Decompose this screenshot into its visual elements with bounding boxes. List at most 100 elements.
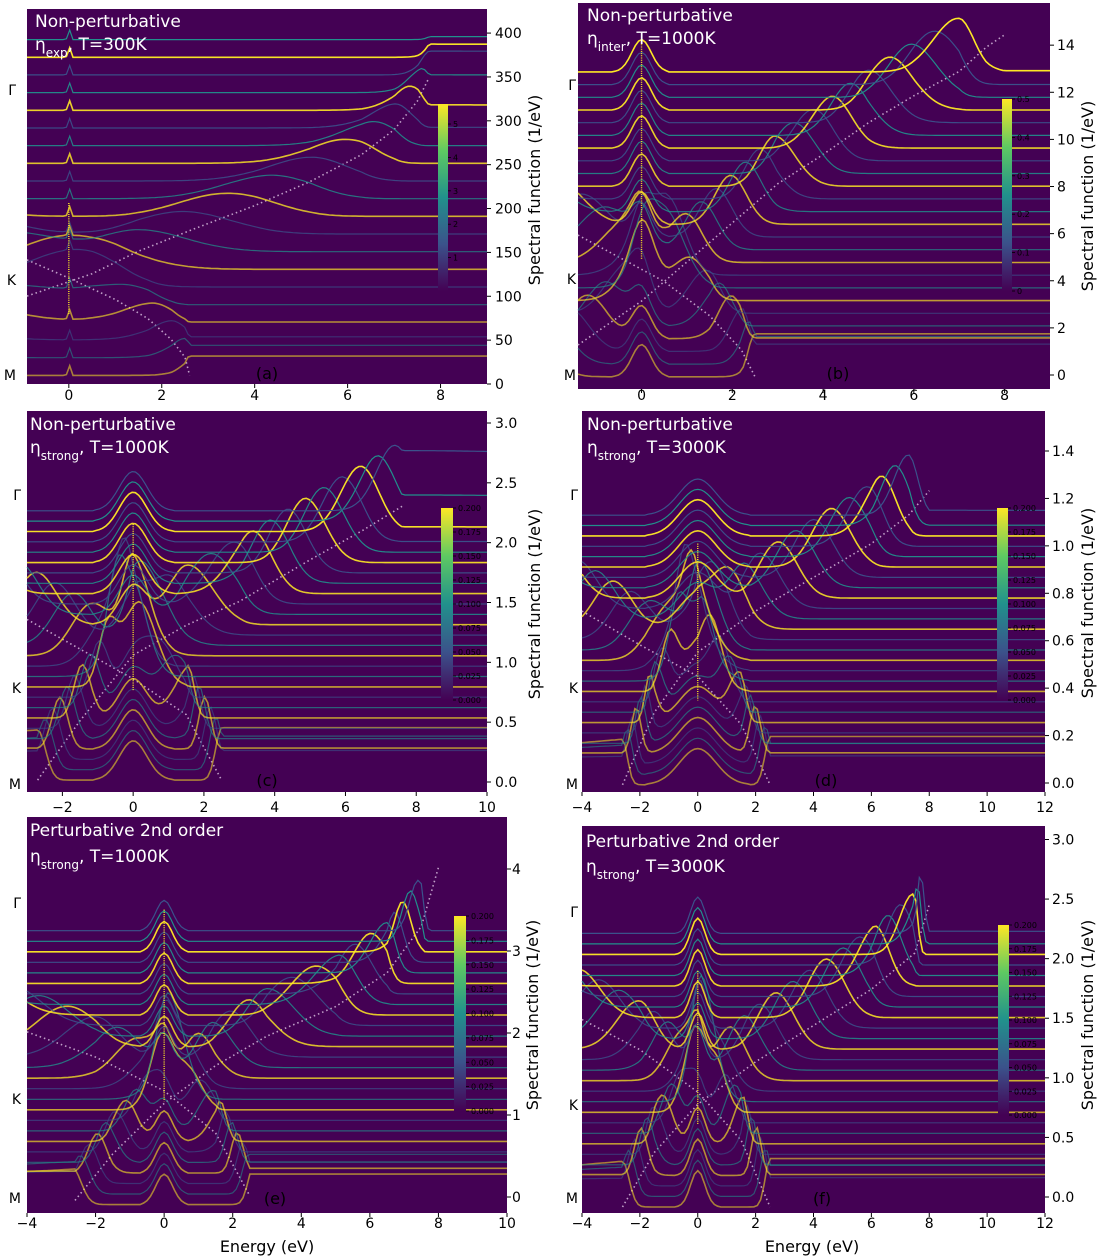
x-axis: −4 −2 0 2 4 6 8 10	[17, 1213, 516, 1232]
chart-panel-e: Perturbative 2nd order ηstrong, T=1000K …	[9, 817, 542, 1256]
x-tick-label: 4	[297, 1216, 306, 1232]
k-label-k: K	[567, 272, 577, 288]
k-label-m: M	[564, 368, 576, 384]
colorbar-ticks: 0.000 0.025 0.050 0.075 0.100 0.125 0.150 0.175…	[466, 912, 494, 1116]
k-path-labels: Γ K M	[4, 83, 17, 384]
spectral-curve	[27, 554, 487, 678]
spectral-curve	[582, 1116, 1045, 1166]
x-tick-label: 0	[693, 1216, 702, 1232]
colorbar-tick-label: 0.050	[458, 648, 481, 657]
spectral-curve	[577, 174, 1050, 226]
spectral-curve	[27, 1099, 507, 1143]
spectral-curve	[578, 30, 1050, 86]
x-tick-label: −4	[572, 1216, 593, 1232]
spectral-curve	[26, 238, 487, 288]
spectral-curve	[582, 705, 1045, 754]
y-tick-label: 14	[1057, 38, 1075, 54]
panel-title: Perturbative 2nd order	[30, 821, 223, 841]
colorbar-tick-label: 0.175	[1014, 945, 1037, 954]
colorbar-tick-label: 0.025	[1013, 672, 1036, 681]
x-tick-label: 10	[478, 800, 496, 816]
x-tick-label: 0	[160, 1216, 169, 1232]
colorbar-tick-label: 5	[453, 120, 458, 129]
spectral-curve	[578, 69, 1050, 124]
x-tick-label: 8	[412, 800, 421, 816]
y-tick-label: 2.0	[495, 536, 517, 552]
y-tick-label: 300	[495, 114, 522, 130]
panel-label: (f)	[813, 1189, 831, 1208]
spectral-curve	[27, 879, 507, 932]
y-tick-label: 3	[512, 944, 521, 960]
spectral-curve	[582, 543, 1045, 672]
spectral-curve	[581, 559, 1045, 651]
spectral-curve	[581, 562, 1045, 620]
y-axis: 0.0 0.5 1.0 1.5 2.0 2.5 3.0	[1045, 832, 1074, 1206]
plot-area	[582, 826, 1045, 1213]
y-axis: 0.0 0.2 0.4 0.6 0.8 1.0 1.2 1.4	[1045, 444, 1074, 792]
y-tick-label: 0.5	[495, 715, 517, 731]
spectral-curve	[581, 936, 1045, 998]
colorbar-tick-label: 0.000	[471, 1107, 494, 1116]
spectral-curve	[577, 294, 1050, 340]
spectral-curve	[582, 915, 1045, 977]
spectral-curve	[27, 921, 507, 974]
spectral-curve	[26, 574, 487, 636]
colorbar-tick-label: 4	[453, 153, 458, 162]
chart-panel-c: Non-perturbative ηstrong, T=1000K (c) 0.…	[9, 411, 544, 816]
colorbar-ticks: 0.000 0.025 0.050 0.075 0.100 0.125 0.150 0.175…	[1008, 504, 1036, 705]
chart-panel-f: Perturbative 2nd order ηstrong, T=3000K …	[566, 826, 1097, 1256]
y-tick-label: 2.0	[1052, 952, 1074, 968]
y-axis-label: Spectral function (1/eV)	[1078, 101, 1097, 291]
spectral-curve	[26, 552, 487, 615]
spectral-curve	[26, 192, 487, 218]
k-label-gamma: Γ	[13, 488, 21, 504]
spectral-curve	[582, 875, 1045, 934]
spectral-curve	[27, 1088, 507, 1132]
spectral-curve	[27, 174, 487, 200]
spectral-curve	[27, 653, 487, 709]
colorbar-tick-label: 0.175	[458, 528, 481, 537]
colorbar-tick-label: 0.075	[1013, 624, 1036, 633]
spectral-curve	[27, 1068, 507, 1121]
spectral-curve	[27, 911, 507, 963]
k-label-gamma: Γ	[8, 83, 16, 99]
spectral-curve	[26, 1168, 507, 1206]
y-axis: 0 2 4 6 8 10 12 14	[1050, 38, 1075, 384]
colorbar	[438, 104, 448, 291]
spectral-curve	[26, 541, 487, 605]
spectral-curve	[27, 476, 487, 543]
colorbar-tick-label: 0.075	[1014, 1040, 1037, 1049]
spectral-curve	[27, 508, 487, 574]
x-axis: 0 2 4 6 8	[637, 388, 1009, 404]
y-tick-label: 50	[495, 333, 513, 349]
spectral-curve	[581, 991, 1045, 1050]
x-tick-label: 2	[751, 1216, 760, 1232]
x-tick-label: 0	[64, 388, 73, 404]
spectral-curve	[581, 980, 1045, 1040]
spectral-curve	[581, 947, 1045, 1008]
colorbar-tick-label: 0.175	[471, 936, 494, 945]
k-label-m: M	[566, 1191, 578, 1207]
panel-title: Non-perturbative	[587, 6, 733, 26]
panel-label: (d)	[815, 771, 838, 790]
y-tick-label: 2	[512, 1026, 521, 1042]
y-tick-label: 1.0	[1052, 539, 1074, 555]
colorbar-tick-label: 1	[453, 254, 458, 263]
k-path-labels: Γ K M	[9, 896, 22, 1207]
y-tick-label: 150	[495, 245, 522, 261]
y-tick-label: 1.4	[1052, 444, 1074, 460]
colorbar-tick-label: 0.050	[471, 1058, 494, 1067]
k-label-gamma: Γ	[570, 905, 578, 921]
y-tick-label: 3.0	[495, 416, 517, 432]
colorbar-tick-label: 0.125	[458, 576, 481, 585]
colorbar-tick-label: 0.150	[1013, 552, 1036, 561]
spectral-curve	[27, 705, 487, 760]
k-label-k: K	[7, 273, 17, 289]
spectral-curve	[582, 1094, 1045, 1145]
colorbar-tick-label: 0.050	[1014, 1064, 1037, 1073]
k-label-gamma: Γ	[568, 78, 576, 94]
y-tick-label: 10	[1057, 132, 1075, 148]
spectral-curve	[27, 43, 487, 59]
panel-title: Non-perturbative	[35, 12, 181, 32]
colorbar-tick-label: 0.100	[471, 1010, 494, 1019]
